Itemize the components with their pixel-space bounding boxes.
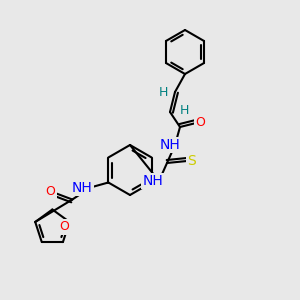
Text: O: O [195,116,205,130]
Text: NH: NH [142,174,164,188]
Text: H: H [158,85,168,98]
Text: NH: NH [72,181,93,194]
Text: O: O [59,220,69,233]
Text: O: O [45,185,55,198]
Text: S: S [188,154,196,168]
Text: NH: NH [160,138,180,152]
Text: H: H [179,103,189,116]
